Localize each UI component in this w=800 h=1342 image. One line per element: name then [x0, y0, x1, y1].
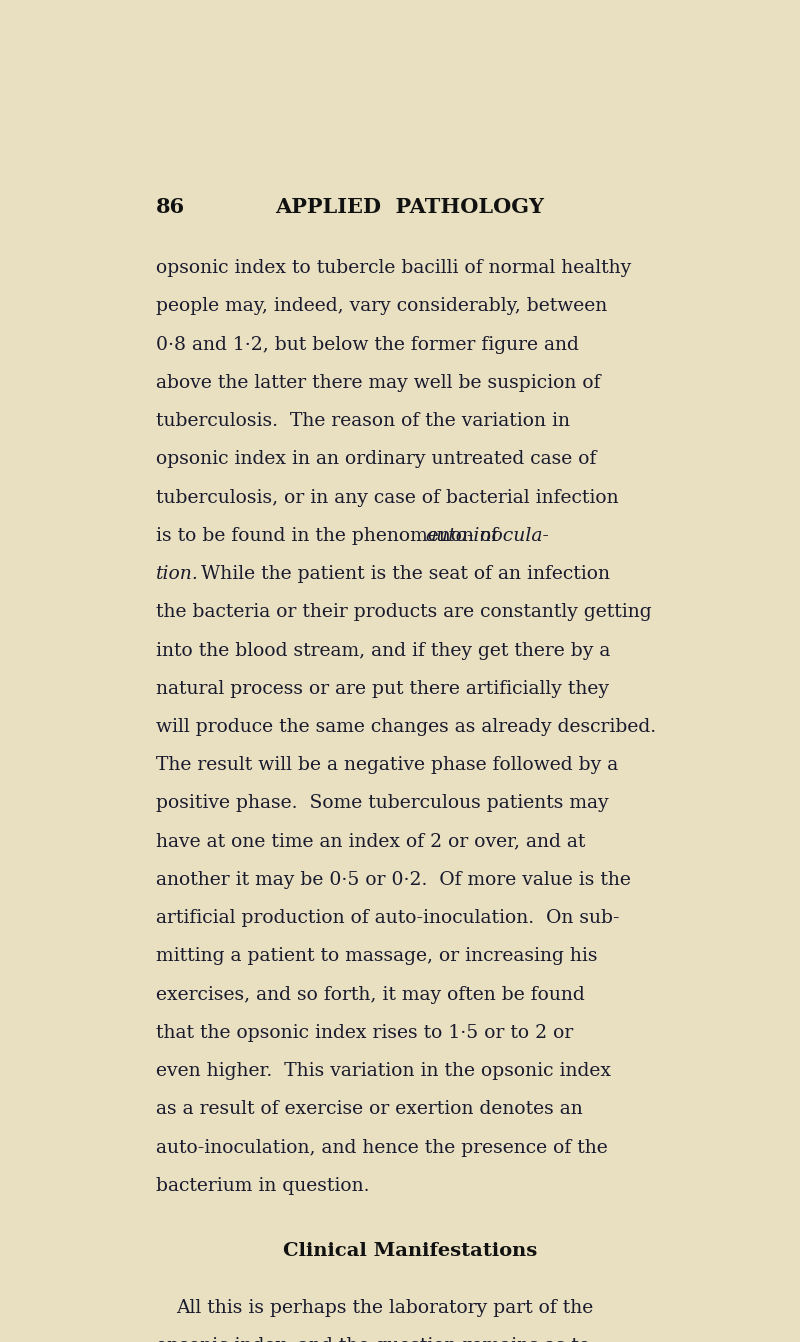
Text: tuberculosis, or in any case of bacterial infection: tuberculosis, or in any case of bacteria…	[156, 488, 618, 507]
Text: Clinical Manifestations: Clinical Manifestations	[283, 1241, 537, 1260]
Text: auto-inoculation, and hence the presence of the: auto-inoculation, and hence the presence…	[156, 1138, 607, 1157]
Text: artificial production of auto-inoculation.  On sub-: artificial production of auto-inoculatio…	[156, 909, 619, 927]
Text: 86: 86	[156, 197, 185, 217]
Text: is to be found in the phenomenon of: is to be found in the phenomenon of	[156, 527, 504, 545]
Text: APPLIED  PATHOLOGY: APPLIED PATHOLOGY	[275, 197, 545, 217]
Text: above the latter there may well be suspicion of: above the latter there may well be suspi…	[156, 374, 600, 392]
Text: tuberculosis.  The reason of the variation in: tuberculosis. The reason of the variatio…	[156, 412, 570, 431]
Text: exercises, and so forth, it may often be found: exercises, and so forth, it may often be…	[156, 985, 585, 1004]
Text: The result will be a negative phase followed by a: The result will be a negative phase foll…	[156, 757, 618, 774]
Text: that the opsonic index rises to 1·5 or to 2 or: that the opsonic index rises to 1·5 or t…	[156, 1024, 573, 1041]
Text: the bacteria or their products are constantly getting: the bacteria or their products are const…	[156, 604, 651, 621]
Text: bacterium in question.: bacterium in question.	[156, 1177, 370, 1194]
Text: people may, indeed, vary considerably, between: people may, indeed, vary considerably, b…	[156, 298, 607, 315]
Text: mitting a patient to massage, or increasing his: mitting a patient to massage, or increas…	[156, 947, 598, 965]
Text: even higher.  This variation in the opsonic index: even higher. This variation in the opson…	[156, 1062, 611, 1080]
Text: opsonic index, and the question remains as to: opsonic index, and the question remains …	[156, 1338, 590, 1342]
Text: positive phase.  Some tuberculous patients may: positive phase. Some tuberculous patient…	[156, 794, 609, 812]
Text: All this is perhaps the laboratory part of the: All this is perhaps the laboratory part …	[176, 1299, 593, 1317]
Text: auto-inocula-: auto-inocula-	[426, 527, 550, 545]
Text: 0·8 and 1·2, but below the former figure and: 0·8 and 1·2, but below the former figure…	[156, 336, 578, 354]
Text: will produce the same changes as already described.: will produce the same changes as already…	[156, 718, 656, 735]
Text: into the blood stream, and if they get there by a: into the blood stream, and if they get t…	[156, 641, 610, 659]
Text: natural process or are put there artificially they: natural process or are put there artific…	[156, 680, 609, 698]
Text: opsonic index to tubercle bacilli of normal healthy: opsonic index to tubercle bacilli of nor…	[156, 259, 631, 278]
Text: While the patient is the seat of an infection: While the patient is the seat of an infe…	[189, 565, 610, 582]
Text: have at one time an index of 2 or over, and at: have at one time an index of 2 or over, …	[156, 832, 585, 851]
Text: as a result of exercise or exertion denotes an: as a result of exercise or exertion deno…	[156, 1100, 582, 1118]
Text: opsonic index in an ordinary untreated case of: opsonic index in an ordinary untreated c…	[156, 451, 596, 468]
Text: another it may be 0·5 or 0·2.  Of more value is the: another it may be 0·5 or 0·2. Of more va…	[156, 871, 630, 888]
Text: tion.: tion.	[156, 565, 198, 582]
